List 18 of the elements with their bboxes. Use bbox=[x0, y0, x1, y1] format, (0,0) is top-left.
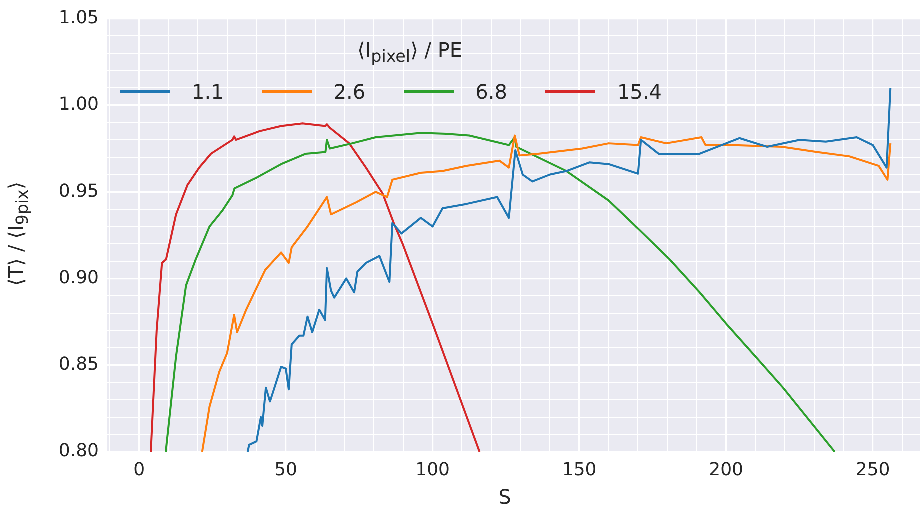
y-tick-label: 1.05 bbox=[58, 7, 99, 28]
y-tick-label: 0.90 bbox=[58, 267, 99, 288]
legend-title: ⟨I$_{pixel}$⟩ / PE bbox=[356, 38, 464, 66]
x-tick-label: 250 bbox=[856, 459, 890, 480]
legend-label: 6.8 bbox=[476, 80, 508, 104]
x-tick-label: 150 bbox=[562, 459, 597, 480]
x-tick-label: 200 bbox=[709, 459, 744, 480]
x-tick-label: 100 bbox=[416, 459, 450, 480]
y-tick-label: 0.95 bbox=[58, 180, 99, 202]
legend-label: 15.4 bbox=[617, 80, 662, 104]
x-tick-label: 0 bbox=[134, 459, 146, 480]
legend-label: 1.1 bbox=[192, 80, 224, 104]
y-tick-label: 1.00 bbox=[58, 94, 99, 116]
y-tick-label: 0.85 bbox=[58, 354, 99, 376]
x-tick-label: 50 bbox=[274, 459, 298, 480]
y-tick-label: 0.80 bbox=[58, 440, 99, 462]
legend-label: 2.6 bbox=[334, 80, 366, 104]
x-axis-title: S bbox=[498, 485, 512, 509]
